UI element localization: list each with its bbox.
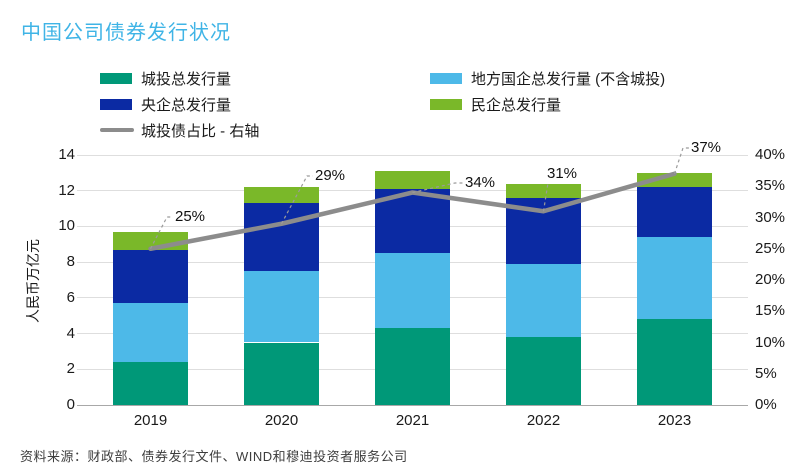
right-axis-tick-label: 10%: [755, 333, 786, 351]
right-axis-tick-label: 20%: [755, 271, 786, 288]
x-axis-label: 2019: [133, 412, 168, 429]
gridline: [77, 154, 748, 156]
legend-item-local-soe: 地方国企总发行量 (不含城投): [430, 68, 665, 88]
bar-segment: [113, 249, 188, 304]
right-axis-tick-label: 25%: [755, 239, 786, 257]
legend-item-central-soe: 央企总发行量: [100, 94, 231, 114]
right-axis-tick-label: 40%: [755, 146, 786, 163]
right-axis-tick-label: 15%: [755, 302, 786, 320]
private-swatch-icon: [430, 98, 462, 110]
legend-item-private: 民企总发行量: [430, 94, 561, 114]
bar-segment: [637, 187, 712, 238]
y-axis-tick-label: 12: [58, 181, 75, 199]
legend-label: 城投总发行量: [141, 70, 232, 88]
y-axis-tick-label: 6: [66, 288, 75, 306]
line-data-label: 25%: [175, 208, 206, 225]
bar-segment: [375, 171, 450, 189]
local-soe-swatch-icon: [430, 72, 462, 84]
bar-segment: [637, 172, 712, 188]
bar-segment: [113, 362, 188, 405]
line-data-label: 34%: [465, 174, 496, 191]
bar-segment: [375, 188, 450, 254]
y-axis-tick-label: 0: [66, 396, 75, 413]
legend-label: 民企总发行量: [471, 96, 562, 114]
legend-label: 地方国企总发行量 (不含城投): [471, 70, 666, 88]
legend-item-chengtou: 城投总发行量: [100, 68, 231, 88]
bar-segment: [506, 197, 581, 264]
central-soe-swatch-icon: [100, 98, 132, 110]
legend-item-ratio-line: 城投债占比 - 右轴: [100, 120, 259, 140]
bar-segment: [637, 319, 712, 405]
bar-segment: [637, 237, 712, 320]
bar-segment: [375, 253, 450, 329]
bar-segment: [244, 203, 319, 272]
bar-segment: [244, 187, 319, 204]
x-axis-line: [77, 404, 748, 406]
bar-segment: [375, 328, 450, 405]
legend-label: 央企总发行量: [141, 96, 232, 114]
bar-segment: [506, 183, 581, 198]
y-axis-tick-label: 2: [66, 360, 75, 378]
ratio-line-swatch-icon: [100, 128, 134, 132]
bar-segment: [506, 263, 581, 338]
y-axis-tick-label: 8: [66, 253, 75, 271]
line-data-label: 31%: [547, 165, 578, 182]
y-axis-tick-label: 4: [66, 324, 75, 342]
line-data-label: 29%: [315, 167, 346, 184]
page-title: 中国公司债券发行状况: [21, 22, 231, 44]
x-axis-label: 2022: [526, 412, 561, 429]
leader-line: [673, 147, 689, 174]
x-axis-label: 2023: [657, 412, 692, 429]
right-axis-tick-label: 35%: [755, 177, 786, 195]
right-axis-tick-label: 0%: [755, 396, 777, 413]
y-axis-tick-label: 14: [58, 146, 75, 163]
y-axis-title: 人民币万亿元: [25, 239, 41, 323]
plot-area: 0 2 4 6 8 10 12 14 0% 5% 10% 15% 20% 25% 30% 35% 40% 2019…: [58, 139, 785, 429]
y-axis-tick-label: 10: [58, 217, 75, 235]
right-axis-tick-label: 30%: [755, 208, 786, 226]
bar-segment: [113, 231, 188, 250]
right-axis-tick-label: 5%: [755, 364, 777, 382]
chengtou-swatch-icon: [100, 72, 132, 84]
bar-segment: [506, 337, 581, 405]
source-note: 资料来源：财政部、债券发行文件、WIND和穆迪投资者服务公司: [20, 449, 408, 464]
bar-segment: [113, 303, 188, 363]
x-axis-label: 2021: [395, 412, 430, 429]
x-axis-label: 2020: [264, 412, 299, 429]
legend-label: 城投债占比 - 右轴: [141, 122, 260, 140]
bar-segment: [244, 271, 319, 343]
line-data-label: 37%: [691, 139, 722, 156]
bar-segment: [244, 342, 319, 405]
